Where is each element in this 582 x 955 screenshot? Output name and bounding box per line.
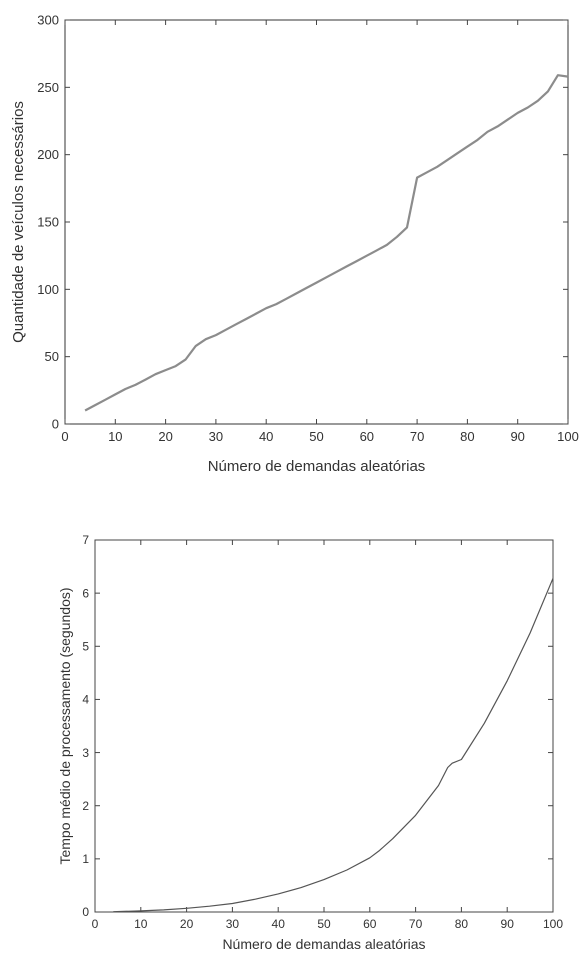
x-tick-label: 10 bbox=[134, 917, 148, 931]
x-tick-label: 90 bbox=[510, 429, 524, 444]
x-tick-label: 90 bbox=[501, 917, 515, 931]
y-tick-label: 0 bbox=[52, 417, 59, 432]
x-tick-label: 40 bbox=[272, 917, 286, 931]
x-tick-label: 60 bbox=[360, 429, 374, 444]
y-tick-label: 50 bbox=[45, 349, 59, 364]
x-tick-label: 80 bbox=[460, 429, 474, 444]
x-axis-label: Número de demandas aleatórias bbox=[222, 936, 425, 952]
y-tick-label: 3 bbox=[82, 746, 89, 760]
y-tick-label: 2 bbox=[82, 799, 89, 813]
series-line bbox=[84, 74, 569, 412]
x-tick-label: 60 bbox=[363, 917, 377, 931]
y-tick-label: 0 bbox=[82, 905, 89, 919]
x-axis-label: Número de demandas aleatórias bbox=[208, 458, 426, 475]
y-axis-label: Tempo médio de processamento (segundos) bbox=[57, 587, 73, 864]
x-tick-label: 70 bbox=[410, 429, 424, 444]
series-marks bbox=[84, 74, 569, 412]
y-tick-label: 1 bbox=[82, 852, 89, 866]
x-tick-label: 30 bbox=[209, 429, 223, 444]
chart-processing-time: 0 10 20 30 40 50 60 70 80 90 100 0 1 2 3 4 5 6 7 Número d… bbox=[57, 533, 563, 952]
y-axis-ticks: 0 1 2 3 4 5 6 7 bbox=[82, 533, 553, 919]
x-tick-label: 20 bbox=[180, 917, 194, 931]
x-tick-label: 100 bbox=[543, 917, 563, 931]
x-tick-label: 50 bbox=[309, 429, 323, 444]
series-marks bbox=[113, 578, 554, 913]
x-tick-label: 0 bbox=[61, 429, 68, 444]
y-tick-label: 6 bbox=[82, 586, 89, 600]
y-tick-label: 150 bbox=[37, 215, 59, 230]
y-tick-label: 100 bbox=[37, 282, 59, 297]
y-tick-label: 300 bbox=[37, 13, 59, 28]
y-tick-label: 7 bbox=[82, 533, 89, 547]
x-tick-label: 100 bbox=[557, 429, 579, 444]
x-tick-label: 80 bbox=[455, 917, 469, 931]
y-tick-label: 4 bbox=[82, 693, 89, 707]
x-tick-label: 40 bbox=[259, 429, 273, 444]
x-tick-label: 50 bbox=[317, 917, 331, 931]
x-axis-ticks: 0 10 20 30 40 50 60 70 80 90 100 bbox=[61, 20, 579, 444]
y-tick-label: 5 bbox=[82, 639, 89, 653]
x-tick-label: 0 bbox=[92, 917, 99, 931]
x-tick-label: 10 bbox=[108, 429, 122, 444]
series-line bbox=[113, 578, 554, 913]
x-axis-ticks: 0 10 20 30 40 50 60 70 80 90 100 bbox=[92, 540, 563, 931]
x-tick-label: 70 bbox=[409, 917, 423, 931]
y-axis-label: Quantidade de veículos necessários bbox=[10, 101, 27, 343]
plot-area-frame bbox=[64, 19, 569, 425]
x-tick-label: 20 bbox=[158, 429, 172, 444]
plot-area-frame bbox=[94, 539, 554, 913]
y-tick-label: 250 bbox=[37, 80, 59, 95]
y-tick-label: 200 bbox=[37, 147, 59, 162]
x-tick-label: 30 bbox=[226, 917, 240, 931]
chart-vehicles: 0 10 20 30 40 50 60 70 80 90 100 0 50 100 150 200 250 30… bbox=[10, 13, 579, 475]
y-axis-ticks: 0 50 100 150 200 250 300 bbox=[37, 13, 568, 432]
